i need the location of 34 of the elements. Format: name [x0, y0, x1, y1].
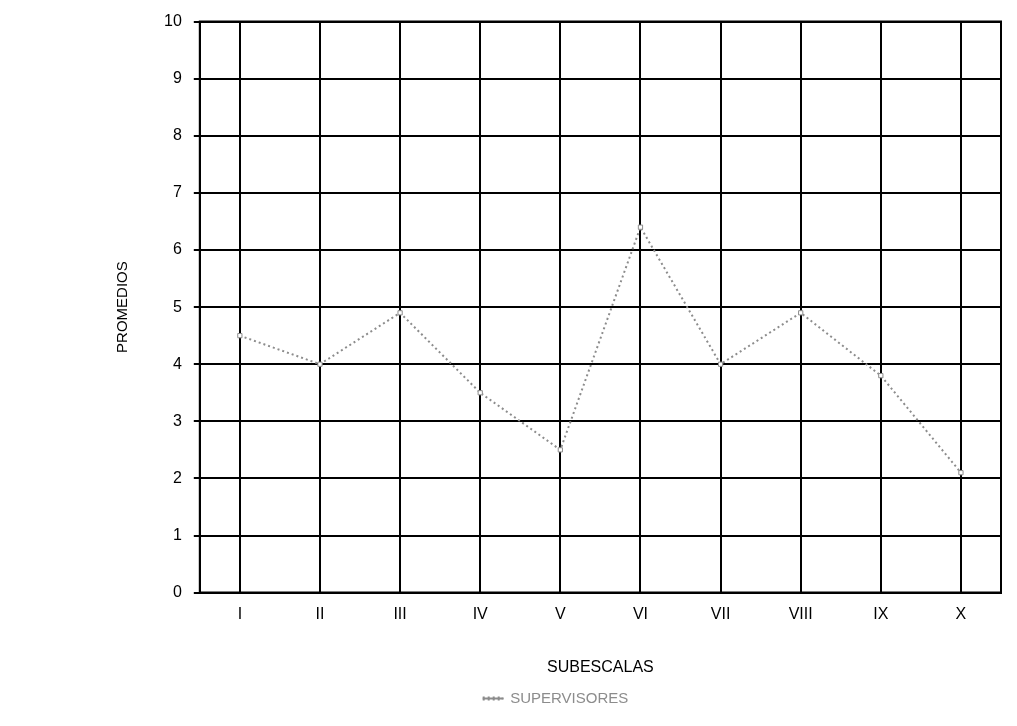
y-tick-label: 10: [164, 12, 182, 30]
y-tick-label: 4: [172, 354, 182, 372]
x-tick-label: IX: [873, 604, 889, 622]
y-axis-title: PROMEDIOS: [113, 261, 131, 353]
y-tick-label: 0: [172, 583, 182, 601]
point: [958, 470, 964, 476]
point: [477, 390, 483, 396]
x-tick-label: VII: [710, 604, 731, 622]
x-axis-title: SUBESCALAS: [547, 657, 654, 675]
y-tick-label: 9: [172, 69, 182, 87]
point: [798, 310, 804, 316]
x-tick-label: V: [555, 604, 566, 622]
point: [397, 310, 403, 316]
y-tick-label: 7: [172, 183, 182, 201]
y-tick-label: 3: [172, 411, 182, 429]
y-tick-label: 1: [172, 525, 182, 543]
y-tick-label: 5: [172, 297, 182, 315]
x-tick-label: I: [237, 604, 243, 622]
x-tick-label: II: [315, 604, 325, 622]
x-tick-label: IV: [472, 604, 489, 622]
point: [557, 447, 563, 453]
x-tick-label: III: [393, 604, 407, 622]
y-tick-label: 2: [172, 468, 182, 486]
y-tick-label: 8: [172, 126, 182, 144]
point: [878, 373, 884, 379]
point: [237, 333, 243, 339]
point: [317, 361, 323, 367]
x-tick-label: VIII: [788, 604, 813, 622]
point: [637, 224, 644, 230]
legend-label: SUPERVISORES: [510, 688, 629, 706]
y-tick-label: 6: [172, 240, 182, 258]
x-tick-label: X: [955, 604, 967, 622]
x-tick-label: VI: [632, 604, 649, 622]
point: [717, 361, 724, 367]
